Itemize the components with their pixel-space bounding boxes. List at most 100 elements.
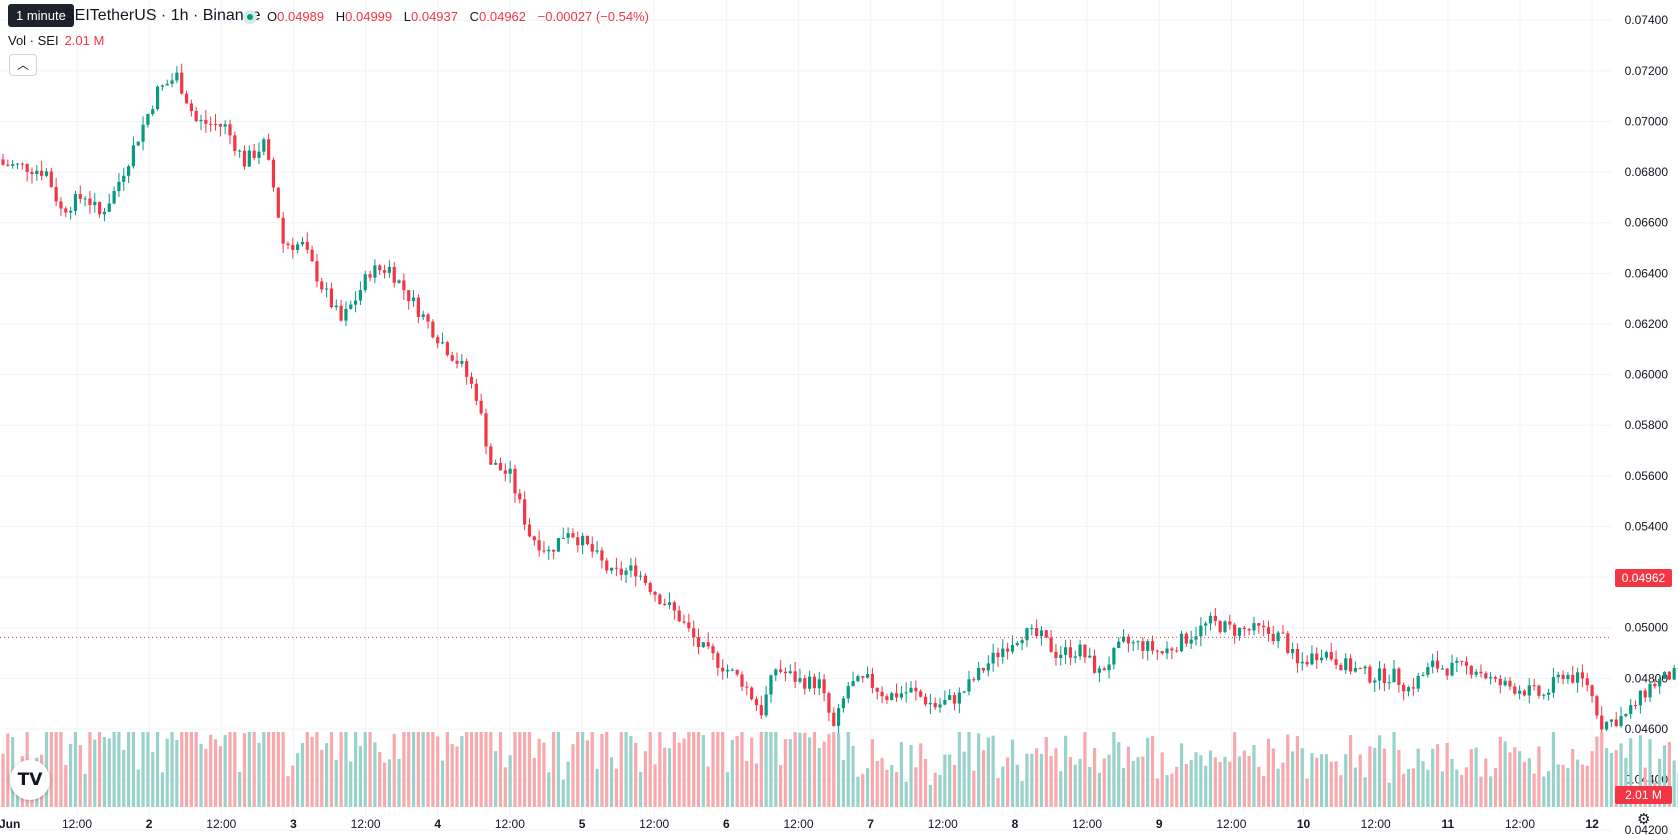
y-tick-label: 0.05400 bbox=[1625, 519, 1669, 533]
volume-bar bbox=[469, 732, 474, 807]
volume-bar bbox=[146, 732, 150, 807]
volume-bar bbox=[151, 752, 155, 807]
candle-body bbox=[991, 652, 995, 664]
candle-body bbox=[1638, 690, 1642, 706]
candle-body bbox=[44, 171, 49, 176]
x-tick-label: 12:00 bbox=[1505, 817, 1535, 831]
volume-bar bbox=[696, 732, 701, 807]
candle-body bbox=[653, 591, 657, 595]
volume-bar bbox=[875, 760, 879, 807]
candle-body bbox=[822, 679, 826, 694]
volume-bar bbox=[725, 772, 730, 807]
symbol-title[interactable]: SEITetherUS · 1h · Binance bbox=[64, 7, 261, 24]
volume-bar bbox=[141, 732, 145, 807]
volume-bar bbox=[1305, 778, 1309, 807]
candle-body bbox=[648, 582, 652, 592]
y-tick-label: 0.06000 bbox=[1625, 368, 1669, 382]
y-tick-label: 0.06600 bbox=[1625, 216, 1669, 230]
candle-body bbox=[368, 274, 372, 278]
candle-body bbox=[1667, 671, 1671, 680]
candle-body bbox=[764, 694, 768, 716]
candle-body bbox=[1397, 668, 1401, 685]
candle-body bbox=[547, 549, 551, 552]
volume-bar bbox=[199, 743, 203, 807]
candle-body bbox=[460, 361, 464, 364]
volume-bar bbox=[1218, 761, 1222, 807]
volume-bar bbox=[576, 732, 580, 807]
volume-bar bbox=[1464, 767, 1469, 807]
candle-body bbox=[170, 80, 174, 84]
volume-bar bbox=[667, 748, 672, 807]
candle-body bbox=[407, 290, 411, 302]
volume-bar bbox=[1527, 758, 1531, 807]
candle-body bbox=[40, 170, 44, 176]
volume-bar bbox=[325, 743, 329, 807]
volume-bar bbox=[1247, 756, 1251, 807]
volume-bar bbox=[904, 781, 908, 807]
volume-bar bbox=[532, 757, 536, 807]
collapse-legend-button[interactable]: ︿ bbox=[9, 54, 37, 76]
volume-bar bbox=[914, 767, 918, 807]
volume-bar bbox=[832, 732, 836, 807]
candle-body bbox=[131, 145, 136, 167]
candle-body bbox=[1126, 636, 1130, 644]
volume-bar bbox=[1426, 769, 1430, 807]
candle-body bbox=[585, 535, 590, 545]
volume-bar bbox=[1658, 758, 1662, 807]
candle-body bbox=[817, 679, 821, 689]
volume-tag: 2.01 M bbox=[1615, 786, 1672, 804]
x-tick-label: 12 bbox=[1585, 817, 1599, 831]
volume-bar bbox=[1295, 736, 1300, 807]
candle-body bbox=[141, 124, 145, 142]
volume-bar bbox=[1054, 748, 1058, 807]
volume-bar bbox=[392, 733, 396, 807]
last-price-tag: 0.04962 bbox=[1615, 569, 1672, 587]
candle-body bbox=[146, 113, 150, 125]
volume-bar bbox=[1, 753, 5, 807]
candle-body bbox=[1131, 642, 1135, 644]
candle-body bbox=[320, 281, 324, 290]
candle-body bbox=[189, 103, 193, 112]
candle-body bbox=[754, 699, 759, 706]
volume-bar bbox=[1155, 778, 1159, 807]
candle-body bbox=[112, 191, 116, 204]
candle-body bbox=[175, 72, 179, 81]
volume-bar bbox=[117, 732, 121, 807]
candle-body bbox=[1315, 653, 1319, 661]
volume-bar bbox=[1532, 773, 1536, 807]
candle-body bbox=[1324, 652, 1329, 658]
candle-body bbox=[98, 201, 102, 215]
candle-body bbox=[238, 150, 242, 152]
y-tick-label: 0.07400 bbox=[1625, 13, 1669, 27]
candle-body bbox=[701, 642, 705, 647]
volume-bar bbox=[1542, 776, 1546, 807]
candle-body bbox=[494, 462, 498, 465]
volume-bar bbox=[764, 732, 768, 807]
candle-body bbox=[1416, 675, 1420, 689]
candle-body bbox=[1136, 641, 1140, 643]
candle-body bbox=[126, 166, 131, 176]
candle-body bbox=[411, 297, 416, 302]
volume-bar bbox=[556, 732, 561, 807]
volume-bar bbox=[851, 745, 855, 807]
volume-bar bbox=[1402, 773, 1406, 807]
x-tick-label: 4 bbox=[434, 817, 441, 831]
volume-bar bbox=[943, 754, 947, 807]
volume-bar bbox=[808, 737, 812, 807]
candle-body bbox=[658, 594, 662, 604]
volume-bar bbox=[581, 732, 585, 807]
gear-icon[interactable]: ⚙ bbox=[1637, 811, 1651, 828]
candle-body bbox=[69, 210, 73, 213]
volume-bar bbox=[1508, 752, 1512, 807]
tradingview-logo[interactable]: TV bbox=[10, 760, 50, 800]
candle-body bbox=[552, 549, 556, 552]
candle-body bbox=[1353, 668, 1357, 672]
volume-bar bbox=[822, 741, 826, 807]
volume-bar bbox=[836, 733, 841, 807]
volume-legend: Vol · SEI 2.01 M bbox=[8, 33, 104, 48]
volume-bar bbox=[1281, 762, 1285, 807]
volume-bar bbox=[1672, 760, 1676, 807]
candle-body bbox=[1295, 649, 1300, 664]
volume-bar bbox=[1083, 732, 1087, 807]
